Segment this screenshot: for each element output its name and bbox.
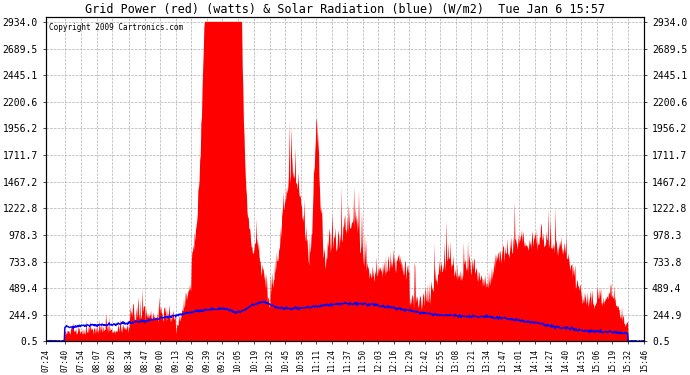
- Title: Grid Power (red) (watts) & Solar Radiation (blue) (W/m2)  Tue Jan 6 15:57: Grid Power (red) (watts) & Solar Radiati…: [85, 3, 605, 16]
- Text: Copyright 2009 Cartronics.com: Copyright 2009 Cartronics.com: [49, 23, 183, 32]
